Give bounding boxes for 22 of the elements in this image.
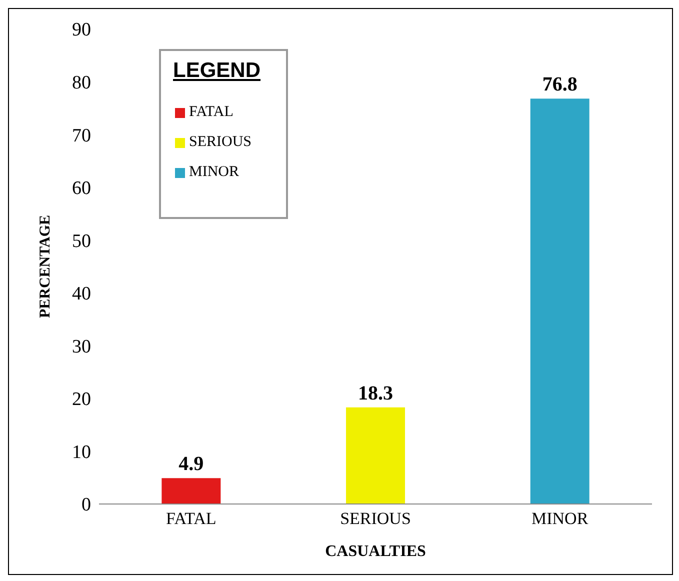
x-axis-title: CASUALTIES	[325, 543, 426, 560]
y-axis-title: PERCENTAGE	[37, 214, 54, 318]
y-tick-label: 10	[72, 442, 91, 463]
y-tick-label: 60	[72, 178, 91, 200]
y-tick-label: 20	[72, 389, 91, 410]
y-tick-label: 80	[72, 72, 91, 94]
data-label: 18.3	[358, 382, 394, 404]
legend-title: LEGEND	[173, 59, 261, 83]
x-tick-label: SERIOUS	[340, 509, 411, 528]
y-tick-label: 0	[82, 494, 91, 516]
y-tick-label: 70	[72, 125, 91, 146]
legend-label: FATAL	[189, 104, 234, 120]
y-tick-label: 40	[72, 284, 91, 305]
y-tick-label: 30	[72, 336, 91, 358]
data-label: 4.9	[178, 453, 204, 476]
y-tick-label: 90	[72, 20, 91, 41]
legend-label: MINOR	[189, 164, 240, 180]
data-label: 76.8	[542, 74, 578, 96]
legend-label: SERIOUS	[189, 134, 252, 150]
x-tick-label: MINOR	[531, 509, 589, 528]
x-tick-label: FATAL	[166, 509, 216, 528]
y-tick-label: 50	[72, 230, 91, 252]
